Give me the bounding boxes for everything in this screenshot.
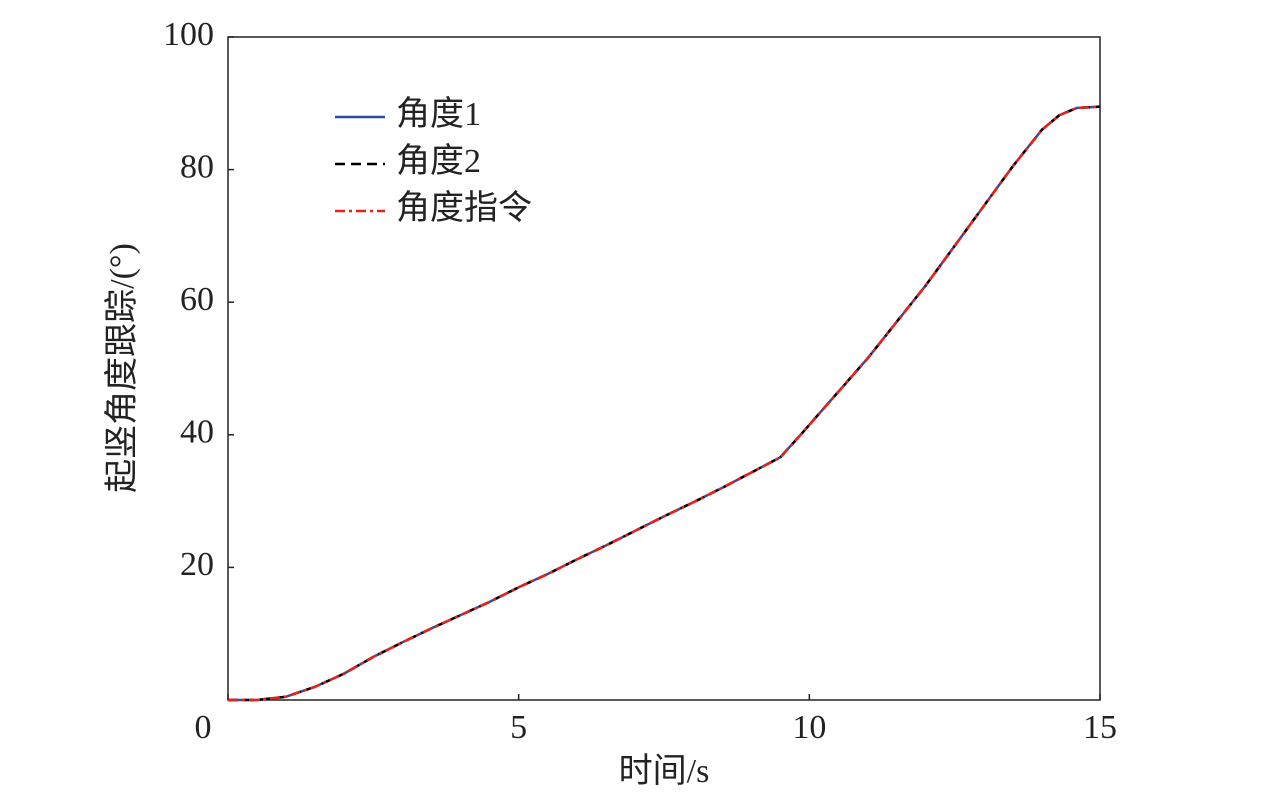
y-tick-label: 100 bbox=[163, 16, 214, 53]
x-axis-label: 时间/s bbox=[619, 753, 710, 790]
legend-label: 角度指令 bbox=[396, 189, 532, 227]
legend-label: 角度2 bbox=[396, 142, 481, 180]
plot-frame bbox=[227, 36, 1101, 701]
series-line bbox=[228, 105, 1101, 702]
x-tick-label: 0 bbox=[195, 709, 212, 746]
y-tick-label: 20 bbox=[180, 546, 214, 583]
series-line bbox=[228, 105, 1101, 702]
legend-label: 角度1 bbox=[396, 95, 481, 133]
y-tick-label: 40 bbox=[180, 414, 214, 451]
x-tick-label: 10 bbox=[792, 709, 826, 746]
y-tick-label: 80 bbox=[180, 148, 214, 185]
x-tick-label: 5 bbox=[510, 709, 527, 746]
series-line bbox=[228, 105, 1101, 702]
y-axis-label: 起竖角度跟踪/(°) bbox=[103, 243, 141, 493]
y-tick-label: 60 bbox=[180, 281, 214, 318]
x-tick-label: 15 bbox=[1083, 709, 1117, 746]
